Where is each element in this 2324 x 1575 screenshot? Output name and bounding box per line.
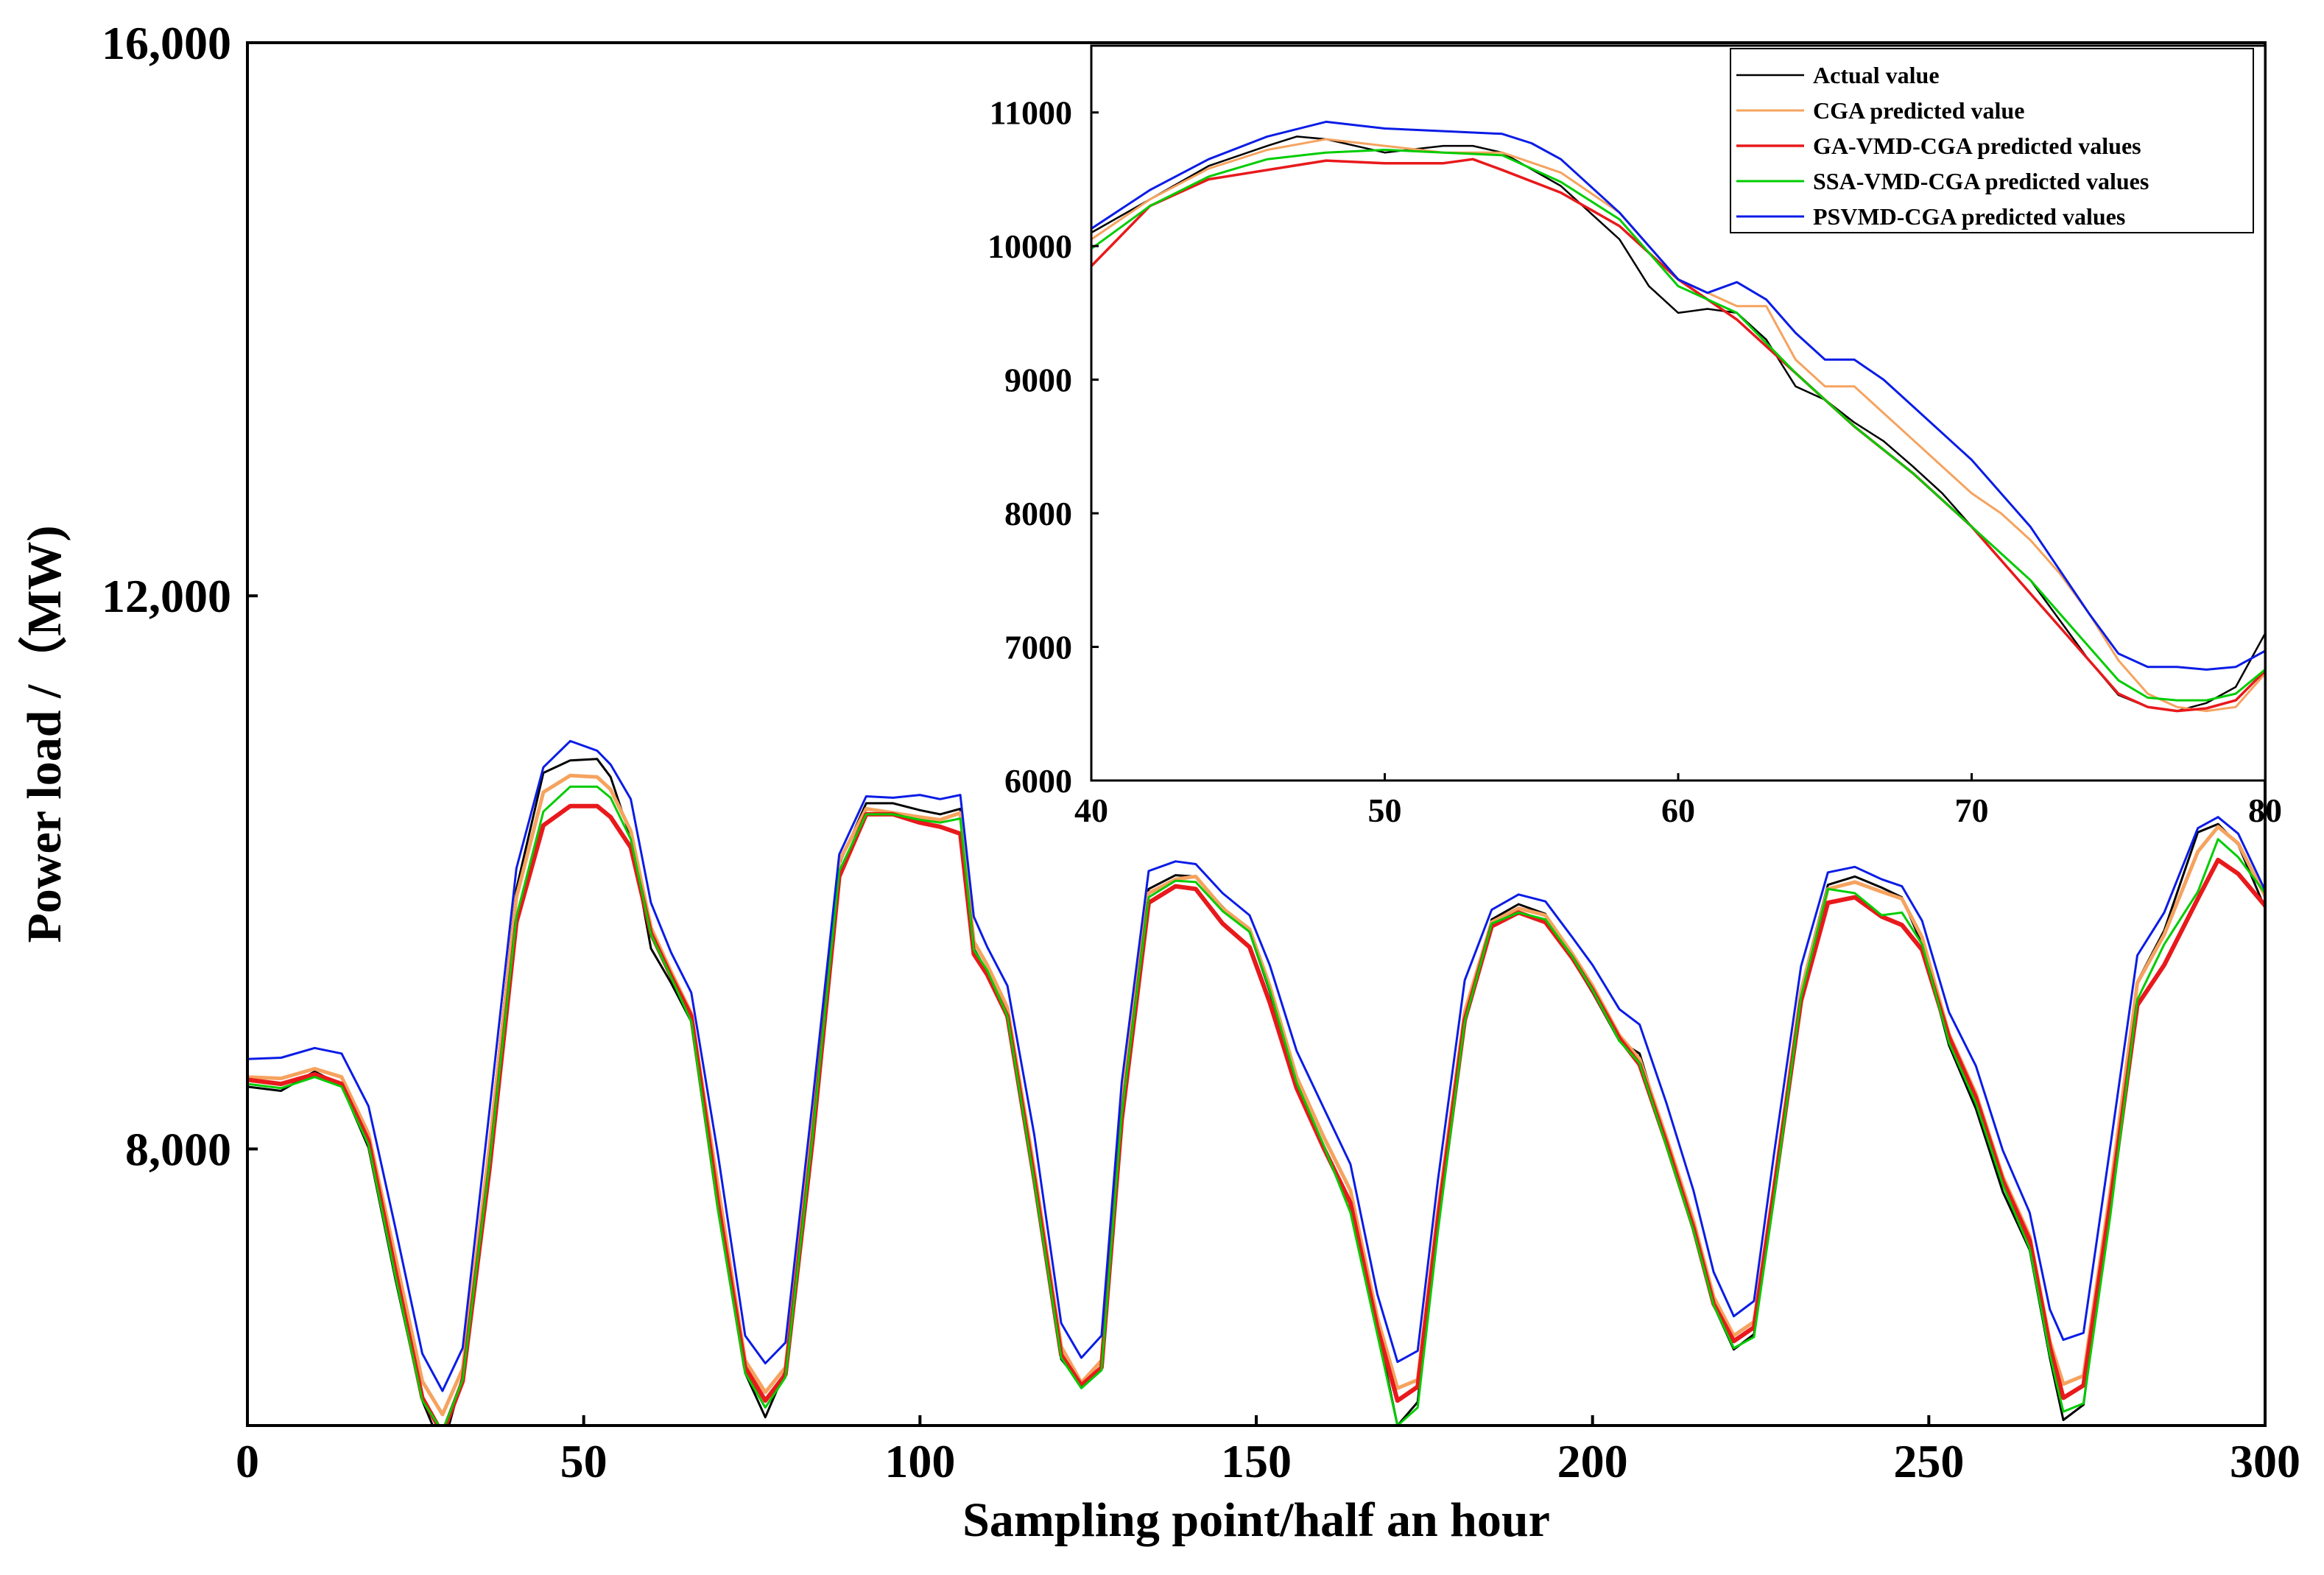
main-xtick-label-0: 0 bbox=[236, 1435, 259, 1487]
inset-plot: 40 50 60 70 80 6000 7000 8000 9000 10000 11000 Actu… bbox=[987, 44, 2282, 829]
inset-xtick-label-2: 60 bbox=[1661, 792, 1695, 829]
main-ytick-label-1: 12,000 bbox=[102, 570, 231, 622]
inset-ytick-label-3: 9000 bbox=[1004, 362, 1072, 399]
main-x-axis-title: Sampling point/half an hour bbox=[962, 1493, 1550, 1547]
main-y-axis-title: Power load /（MW) bbox=[17, 525, 71, 942]
main-xtick-label-6: 300 bbox=[2230, 1435, 2300, 1487]
main-series-2 bbox=[247, 803, 2265, 1426]
main-series-3 bbox=[247, 785, 2265, 1426]
inset-ytick-label-1: 7000 bbox=[1004, 629, 1072, 666]
main-series-4 bbox=[247, 739, 2265, 1392]
inset-series-1 bbox=[1091, 138, 2265, 713]
inset-legend: Actual value CGA predicted value GA-VMD-CG… bbox=[1730, 48, 2254, 233]
legend-label-3: SSA-VMD-CGA predicted values bbox=[1813, 168, 2149, 194]
inset-xtick-label-4: 80 bbox=[2248, 792, 2282, 829]
main-xtick-label-3: 150 bbox=[1221, 1435, 1292, 1487]
inset-ytick-label-4: 10000 bbox=[987, 228, 1072, 265]
inset-ytick-label-0: 6000 bbox=[1004, 762, 1072, 800]
main-xtick-label-4: 200 bbox=[1557, 1435, 1628, 1487]
legend-label-2: GA-VMD-CGA predicted values bbox=[1813, 133, 2141, 159]
inset-ytick-label-2: 8000 bbox=[1004, 495, 1072, 532]
inset-ytick-label-5: 11000 bbox=[990, 94, 1072, 132]
main-xtick-label-1: 50 bbox=[560, 1435, 608, 1487]
main-xtick-label-2: 100 bbox=[884, 1435, 955, 1487]
legend-label-4: PSVMD-CGA predicted values bbox=[1813, 203, 2125, 230]
inset-series-4 bbox=[1091, 120, 2265, 671]
inset-xtick-label-0: 40 bbox=[1074, 792, 1108, 829]
inset-xtick-label-3: 70 bbox=[1955, 792, 1989, 829]
legend-label-0: Actual value bbox=[1813, 62, 1940, 88]
main-ytick-label-0: 8,000 bbox=[125, 1123, 231, 1175]
main-xtick-label-5: 250 bbox=[1893, 1435, 1964, 1487]
inset-series-2 bbox=[1091, 158, 2265, 713]
inset-xtick-label-1: 50 bbox=[1368, 792, 1402, 829]
legend-label-1: CGA predicted value bbox=[1813, 97, 2024, 124]
main-series-1 bbox=[247, 773, 2265, 1417]
inset-series-3 bbox=[1091, 149, 2265, 702]
legend-box bbox=[1730, 48, 2254, 233]
main-ytick-label-2: 16,000 bbox=[102, 17, 231, 69]
